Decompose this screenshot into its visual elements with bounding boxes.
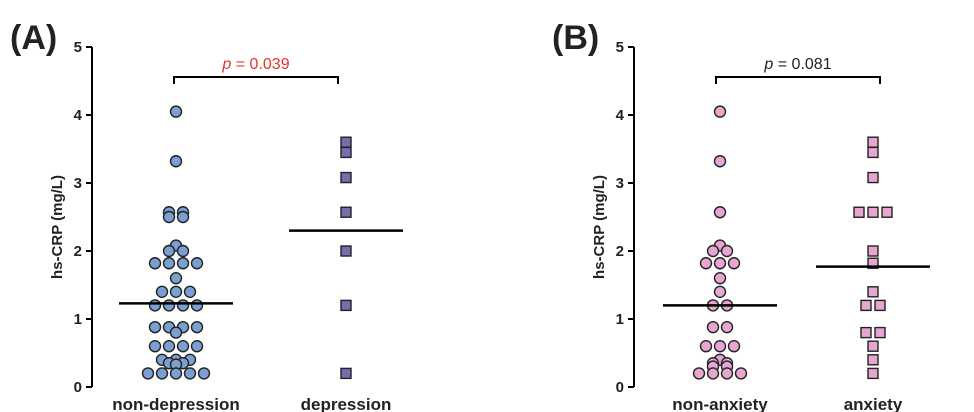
panel-a-data-point: [190, 320, 204, 334]
panel-a-data-point: [190, 340, 204, 353]
panel-a-y-tick-label: 5: [74, 39, 82, 56]
panel-b-data-point: [853, 206, 865, 218]
panel-b-data-point: [867, 136, 879, 148]
panel-a-data-point: [169, 367, 183, 380]
panel-b-category-label: non-anxiety: [672, 395, 768, 412]
panel-a-data-point: [148, 320, 162, 334]
panel-b-data-point: [713, 155, 727, 168]
panel-b-y-tick-label: 5: [616, 39, 624, 56]
panel-a-data-point: [162, 257, 176, 270]
panel-a-data-point: [155, 285, 169, 298]
panel-b-data-point: [867, 340, 879, 352]
panel-a-data-point: [340, 136, 352, 148]
panel-b-data-point: [720, 320, 734, 334]
panel-a-data-point: [340, 206, 352, 218]
panel-a-category-label: depression: [301, 395, 392, 412]
panel-a-data-point: [176, 210, 190, 224]
panel-b-data-point: [692, 367, 706, 380]
panel-b-data-point: [860, 326, 872, 339]
panel-a-data-point: [162, 210, 176, 224]
panel-b-data-point: [867, 367, 879, 380]
panel-b-data-point: [713, 257, 727, 270]
panel-b-label: (B): [552, 19, 599, 57]
panel-b-data-point: [727, 340, 741, 353]
panel-b-data-point: [706, 244, 720, 258]
panel-a-data-point: [340, 245, 352, 257]
panel-a-data-point: [169, 326, 183, 339]
panel-a-data-point: [340, 171, 352, 184]
panel-a-p-value: p = 0.039: [221, 56, 289, 73]
panel-b-data-point: [867, 257, 879, 269]
panel-b-data-point: [713, 272, 727, 285]
panel-b-data-point: [713, 285, 727, 298]
panel-b-data-point: [867, 245, 879, 257]
panel-a-category-label: non-depression: [112, 395, 240, 412]
panel-b-data-point: [867, 146, 879, 159]
panel-b-p-value: p = 0.081: [763, 56, 831, 73]
panel-a-data-point: [169, 105, 183, 118]
panel-a-data-point: [176, 340, 190, 353]
panel-b-significance-bracket: [715, 76, 881, 84]
panel-b-data-point: [867, 354, 879, 366]
panel-a-data-point: [148, 257, 162, 270]
panel-a-y-tick-label: 1: [74, 311, 82, 328]
panel-a-y-axis-title: hs-CRP (mg/L): [49, 175, 66, 279]
panel-b-data-point: [881, 206, 893, 218]
panel-a-data-point: [340, 299, 352, 312]
panel-a-data-point: [197, 367, 211, 380]
panel-b-y-tick-label: 2: [616, 243, 624, 260]
panel-b-y-tick-label: 0: [616, 379, 624, 396]
panel-b-data-point: [734, 367, 748, 380]
panel-a-data-point: [169, 285, 183, 298]
panel-a-data-point: [162, 299, 176, 312]
panel-a-data-point: [169, 155, 183, 168]
panel-b-data-point: [874, 299, 886, 312]
panel-b-data-point: [706, 367, 720, 380]
panel-a-data-point: [169, 272, 183, 285]
panel-b-data-point: [860, 299, 872, 312]
panel-a-y-tick-label: 3: [74, 175, 82, 192]
panel-a-data-point: [148, 340, 162, 353]
panel-a-data-point: [183, 367, 197, 380]
panel-a-data-point: [340, 146, 352, 159]
panel-b-category-label: anxiety: [844, 395, 903, 412]
panel-b-y-axis-title: hs-CRP (mg/L): [591, 175, 608, 279]
panel-a-group: (A) 0 1 2 3 4 5 hs-CRP (mg/L) non-depression depr…: [10, 19, 403, 412]
panel-a-data-point: [162, 340, 176, 353]
panel-a-data-point: [190, 257, 204, 270]
panel-a-data-point: [176, 244, 190, 258]
panel-a-data-point: [176, 299, 190, 312]
panel-b-data-point: [720, 244, 734, 258]
panel-a-data-point: [141, 367, 155, 380]
panel-b-y-tick-label: 1: [616, 311, 624, 328]
panel-b-data-point: [867, 206, 879, 218]
panel-a-y-tick-label: 2: [74, 243, 82, 260]
panel-a-y-tick-label: 0: [74, 379, 82, 396]
panel-b-data-point: [867, 171, 879, 184]
panel-b-data-point: [727, 257, 741, 270]
panel-b-data-point: [720, 367, 734, 380]
panel-b-data-point: [699, 257, 713, 270]
panel-b-group: (B) 0 1 2 3 4 5 hs-CRP (mg/L) non-anxiety anxiety…: [552, 19, 930, 412]
panel-a-data-point: [155, 367, 169, 380]
panel-b-data-point: [874, 326, 886, 339]
panel-a-y-tick-label: 4: [74, 107, 83, 124]
panel-a-label: (A): [10, 19, 57, 57]
panel-a-data-point: [162, 244, 176, 258]
panel-b-y-tick-label: 3: [616, 175, 624, 192]
panel-a-data-point: [176, 257, 190, 270]
panel-a-data-point: [190, 299, 204, 312]
panel-a-data-point: [148, 299, 162, 312]
panel-b-data-point: [706, 320, 720, 334]
panel-a-significance-bracket: [173, 76, 339, 84]
panel-a-data-point: [183, 285, 197, 298]
panel-b-data-point: [713, 340, 727, 353]
panel-b-data-point: [867, 286, 879, 298]
panel-b-data-point: [713, 105, 727, 118]
panel-a-data-point: [340, 367, 352, 380]
panel-b-data-point: [713, 206, 727, 219]
panel-b-data-point: [699, 340, 713, 353]
panel-b-y-tick-label: 4: [616, 107, 625, 124]
